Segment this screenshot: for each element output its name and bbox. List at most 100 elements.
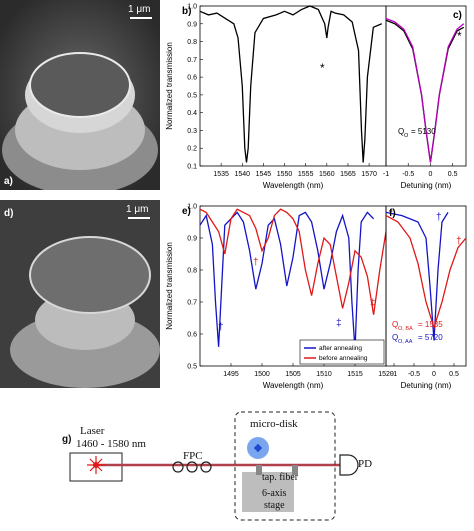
x-tick-label-c: -0.5 bbox=[402, 171, 414, 178]
sem-image-a: a) 1 μm bbox=[0, 0, 160, 190]
plot-frame-c bbox=[385, 5, 467, 167]
y-axis-label-b: Normalized transmission bbox=[165, 42, 174, 130]
y-tick-label-e: 0.6 bbox=[187, 332, 197, 339]
y-tick-label-b: 0.7 bbox=[187, 57, 197, 64]
series-line-f-0 bbox=[385, 211, 449, 341]
q-aa-label-f: Q bbox=[392, 333, 398, 342]
panel-label-c: c) bbox=[453, 10, 462, 21]
marker-dagger-f: † bbox=[436, 212, 442, 223]
plot-frame-f bbox=[385, 205, 467, 367]
panel-label-b: b) bbox=[182, 6, 191, 17]
x-axis-label-c: Detuning (nm) bbox=[401, 181, 452, 190]
scale-bar-label-a: 1 μm bbox=[128, 4, 151, 15]
stage-label-2: stage bbox=[264, 500, 285, 511]
stage-post-icon bbox=[292, 465, 298, 475]
x-tick-label-b: 1550 bbox=[277, 171, 293, 178]
spectra-plots: 1535 1540 1545 1550 1555 1560 1565 1570 0.1 0.2 0.… bbox=[165, 4, 467, 390]
y-tick-label-e: 0.7 bbox=[187, 300, 197, 307]
x-tick-label-e: 1510 bbox=[316, 371, 332, 378]
series-line-e-0 bbox=[199, 211, 375, 351]
panel-label-g: g) bbox=[62, 434, 72, 445]
fpc-loop-3 bbox=[200, 461, 212, 473]
laser-range: 1460 - 1580 nm bbox=[76, 438, 146, 450]
marker-dagger-e: † bbox=[218, 322, 224, 333]
y-tick-label-e: 0.8 bbox=[187, 268, 197, 275]
x-tick-label-b: 1560 bbox=[319, 171, 335, 178]
q-label-c: Q bbox=[398, 127, 404, 136]
series-line-e-1 bbox=[199, 208, 387, 315]
y-tick-label-b: 0.6 bbox=[187, 75, 197, 82]
sem-image-d: d) 1 μm bbox=[0, 200, 160, 388]
scale-bar-d bbox=[128, 217, 150, 219]
marker-dagger-red-e: † bbox=[253, 257, 259, 268]
stage-label-1: 6-axis bbox=[262, 488, 287, 499]
scale-bar-a bbox=[130, 17, 152, 19]
sem-disk-a-graphic bbox=[0, 0, 160, 190]
y-tick-label-b: 0.9 bbox=[187, 21, 197, 28]
x-tick-label-e: 1505 bbox=[285, 371, 301, 378]
fpc-label: FPC bbox=[183, 450, 203, 462]
micro-disk-center-icon bbox=[253, 443, 263, 453]
plot-frame-b bbox=[199, 5, 387, 167]
y-axis-label-e: Normalized transmission bbox=[165, 242, 174, 330]
y-tick-label-b: 1.0 bbox=[187, 4, 197, 11]
x-tick-label-b: 1570 bbox=[361, 171, 377, 178]
laser-label: Laser bbox=[80, 425, 105, 437]
enclosure-box bbox=[234, 411, 336, 521]
marker-ddagger-red-e: ‡ bbox=[370, 298, 376, 309]
x-tick-label-b: 1545 bbox=[256, 171, 272, 178]
fpc-loop-1 bbox=[172, 461, 184, 473]
legend-label-after: after annealing bbox=[319, 345, 362, 352]
legend-label-before: before annealing bbox=[319, 355, 368, 362]
sem-disk-d-graphic bbox=[0, 200, 160, 388]
x-tick-label-c: 0 bbox=[428, 171, 432, 178]
x-tick-label-e: 1520 bbox=[378, 371, 394, 378]
x-tick-label-b: 1555 bbox=[298, 171, 314, 178]
q-value-c: = 5130 bbox=[411, 127, 436, 136]
panel-label-a: a) bbox=[4, 176, 13, 187]
x-tick-label-c: 0.5 bbox=[448, 171, 458, 178]
x-axis-label-b: Wavelength (nm) bbox=[263, 181, 324, 190]
stage-post-icon bbox=[256, 465, 262, 475]
x-tick-label-e: 1515 bbox=[347, 371, 363, 378]
photodetector-icon bbox=[339, 454, 359, 476]
x-tick-label-f: 0 bbox=[432, 371, 436, 378]
y-tick-label-b: 0.2 bbox=[187, 146, 197, 153]
x-tick-label-b: 1535 bbox=[213, 171, 229, 178]
q-aa-value-f: = 5720 bbox=[418, 333, 443, 342]
setup-graphic bbox=[69, 411, 359, 521]
setup-diagram: g) Laser 1460 - 1580 nm FPC micro-disk t… bbox=[0, 400, 474, 526]
fpc-loop-2 bbox=[186, 461, 198, 473]
laser-box bbox=[69, 452, 123, 482]
laser-dot-icon bbox=[93, 462, 99, 468]
x-tick-label-f: -0.5 bbox=[408, 371, 420, 378]
y-tick-label-b: 0.1 bbox=[187, 164, 197, 171]
series-line-b-0 bbox=[199, 5, 383, 163]
q-ba-value-f: = 1535 bbox=[418, 320, 443, 329]
taper-label: tap. fiber bbox=[262, 472, 299, 483]
y-tick-label-e: 0.9 bbox=[187, 236, 197, 243]
marker-dagger-red-f: † bbox=[456, 236, 462, 247]
x-axis-label-e: Wavelength (nm) bbox=[263, 381, 324, 390]
series-line-f-1 bbox=[385, 215, 467, 330]
q-aa-sub-f: O, AA bbox=[398, 339, 413, 345]
series-line-c-1 bbox=[385, 17, 465, 163]
y-tick-label-b: 0.5 bbox=[187, 92, 197, 99]
y-tick-label-b: 0.3 bbox=[187, 128, 197, 135]
series-line-c-0 bbox=[385, 19, 465, 163]
panel-label-d: d) bbox=[4, 208, 14, 219]
x-tick-label-b: 1540 bbox=[234, 171, 250, 178]
x-tick-label-b: 1565 bbox=[340, 171, 356, 178]
q-ba-sub-f: O, BA bbox=[398, 326, 413, 332]
x-tick-label-f: 0.5 bbox=[449, 371, 459, 378]
stage-icon bbox=[242, 472, 294, 512]
x-tick-label-e: 1500 bbox=[254, 371, 270, 378]
x-tick-label-f: -1 bbox=[391, 371, 397, 378]
scale-bar-label-d: 1 μm bbox=[126, 204, 149, 215]
x-tick-label-c: -1 bbox=[383, 171, 389, 178]
x-tick-label-e: 1495 bbox=[223, 371, 239, 378]
panel-label-f: f) bbox=[389, 208, 396, 219]
x-axis-label-f: Detuning (nm) bbox=[401, 381, 452, 390]
y-tick-label-b: 0.4 bbox=[187, 110, 197, 117]
pd-label: PD bbox=[358, 458, 373, 470]
